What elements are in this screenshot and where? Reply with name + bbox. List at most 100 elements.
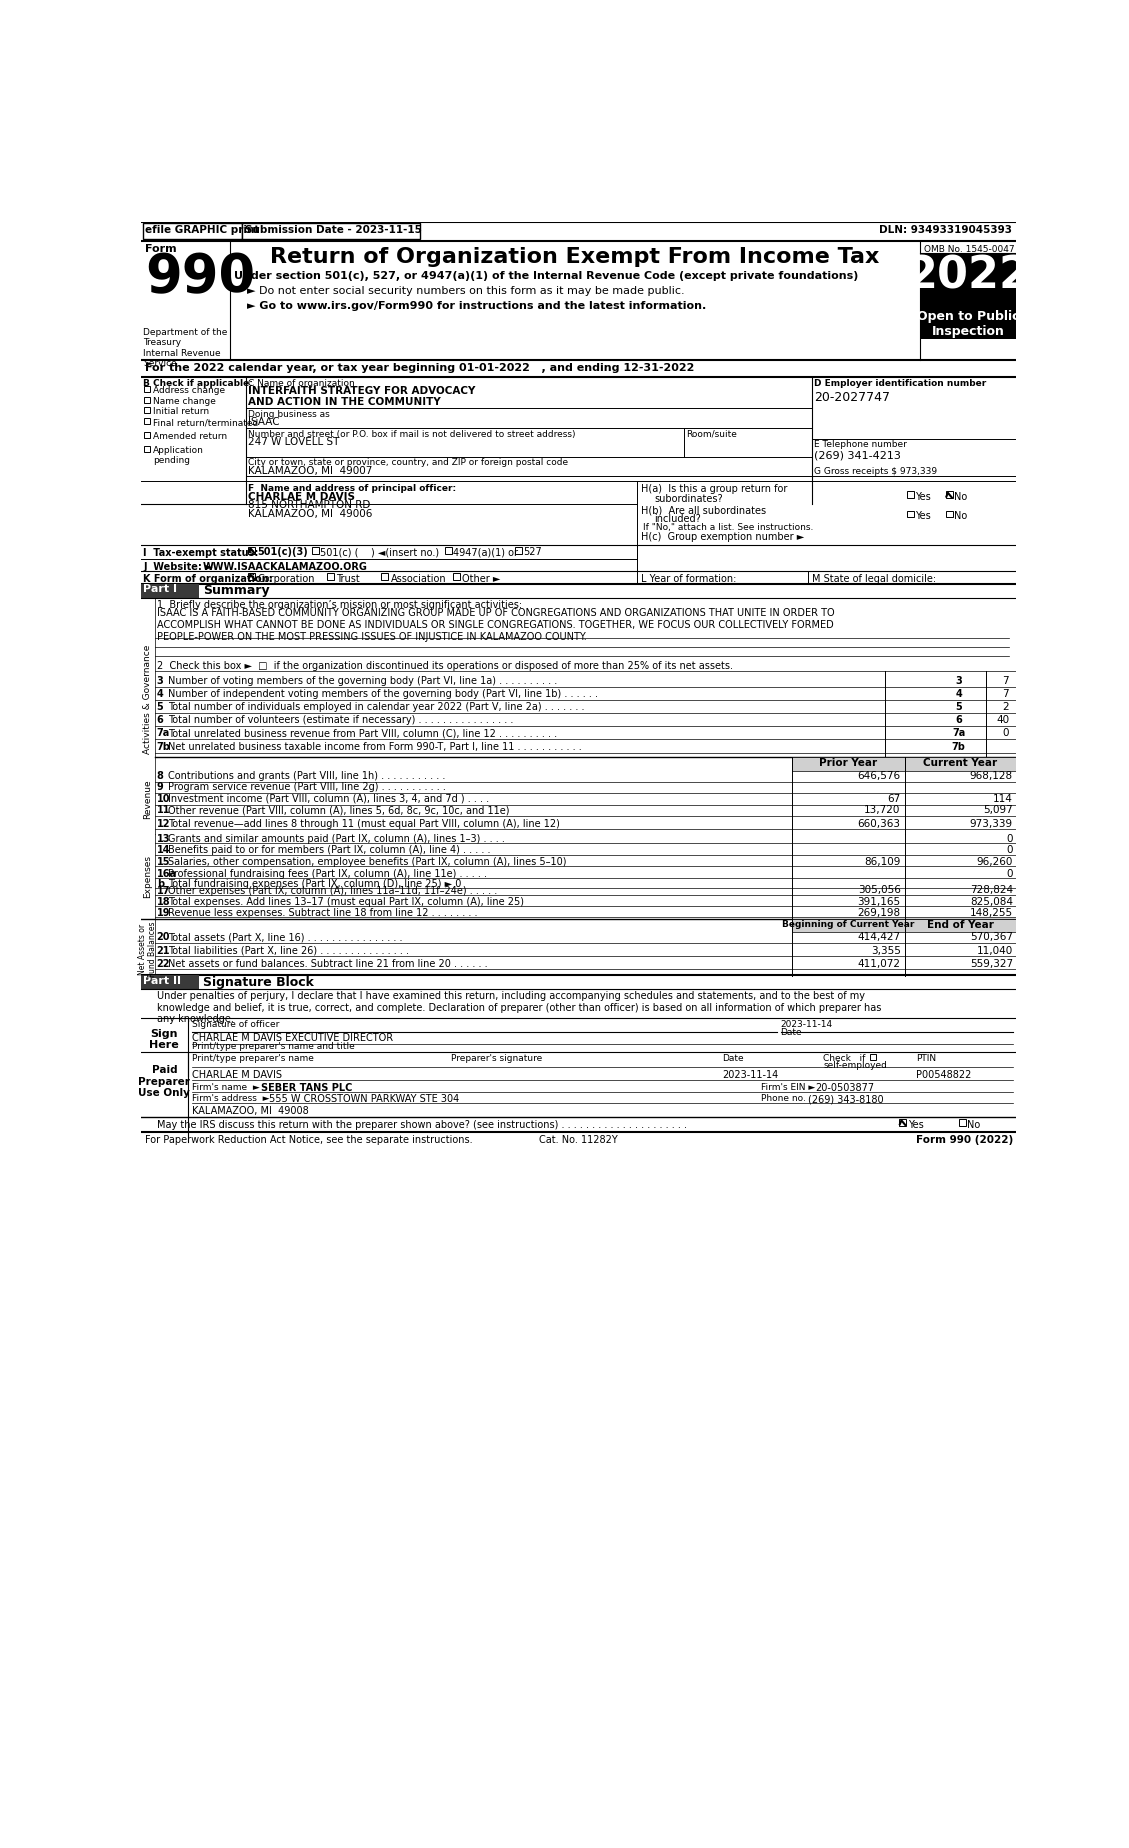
Text: 968,128: 968,128: [970, 771, 1013, 780]
Text: 13,720: 13,720: [865, 806, 901, 815]
Text: 501(c)(3): 501(c)(3): [257, 547, 308, 558]
Text: 4: 4: [955, 689, 962, 699]
Text: 269,198: 269,198: [858, 907, 901, 918]
Bar: [869, 1053, 876, 1061]
Text: 990: 990: [145, 251, 255, 303]
Text: 660,363: 660,363: [858, 819, 901, 828]
Text: 2: 2: [1003, 702, 1009, 711]
Text: Paid
Preparer
Use Only: Paid Preparer Use Only: [139, 1064, 191, 1098]
Bar: [899, 1118, 907, 1125]
Text: CHARLAE M DAVIS: CHARLAE M DAVIS: [248, 492, 356, 503]
Text: Application
pending: Application pending: [152, 445, 203, 466]
Text: Other expenses (Part IX, column (A), lines 11a–11d, 11f–24e) . . . . .: Other expenses (Part IX, column (A), lin…: [168, 885, 498, 896]
Text: Salaries, other compensation, employee benefits (Part IX, column (A), lines 5–10: Salaries, other compensation, employee b…: [168, 857, 567, 867]
Text: H(a)  Is this a group return for: H(a) Is this a group return for: [641, 484, 787, 493]
Text: Total assets (Part X, line 16) . . . . . . . . . . . . . . . .: Total assets (Part X, line 16) . . . . .…: [168, 933, 403, 942]
Text: Room/suite: Room/suite: [686, 431, 737, 438]
Text: 501(c) (    ) ◄(insert no.): 501(c) ( ) ◄(insert no.): [321, 547, 439, 558]
Text: Date: Date: [723, 1053, 744, 1063]
Text: 7a: 7a: [157, 728, 169, 739]
Text: 0: 0: [1006, 846, 1013, 856]
Text: 0: 0: [1003, 728, 1009, 739]
Bar: [145, 418, 150, 425]
Text: B Check if applicable:: B Check if applicable:: [143, 379, 253, 388]
Text: No: No: [954, 512, 968, 521]
Bar: [959, 1118, 965, 1125]
Text: 2022: 2022: [907, 255, 1030, 298]
Bar: [793, 918, 904, 933]
Text: Yes: Yes: [908, 1120, 924, 1129]
Text: (269) 341-4213: (269) 341-4213: [814, 451, 901, 460]
Text: H(b)  Are all subordinates: H(b) Are all subordinates: [641, 505, 767, 516]
Text: 247 W LOVELL ST: 247 W LOVELL ST: [248, 438, 340, 447]
Text: End of Year: End of Year: [927, 920, 994, 930]
Text: Date: Date: [780, 1027, 802, 1037]
Text: Part I: Part I: [143, 584, 177, 595]
Text: Investment income (Part VIII, column (A), lines 3, 4, and 7d ) . . . .: Investment income (Part VIII, column (A)…: [168, 795, 489, 804]
Text: F  Name and address of principal officer:: F Name and address of principal officer:: [248, 484, 456, 493]
Bar: [920, 253, 1016, 307]
Text: H(c)  Group exemption number ►: H(c) Group exemption number ►: [641, 532, 804, 541]
Text: Preparer's signature: Preparer's signature: [452, 1053, 542, 1063]
Text: Under section 501(c), 527, or 4947(a)(1) of the Internal Revenue Code (except pr: Under section 501(c), 527, or 4947(a)(1)…: [234, 272, 858, 281]
Text: 5: 5: [955, 702, 962, 711]
Text: Print/type preparer's name and title: Print/type preparer's name and title: [192, 1042, 355, 1052]
Text: 6: 6: [955, 715, 962, 724]
Text: Program service revenue (Part VIII, line 2g) . . . . . . . . . . .: Program service revenue (Part VIII, line…: [168, 782, 446, 793]
Text: 86,109: 86,109: [865, 857, 901, 867]
Text: Grants and similar amounts paid (Part IX, column (A), lines 1–3) . . . .: Grants and similar amounts paid (Part IX…: [168, 833, 505, 845]
Text: K Form of organization:: K Form of organization:: [143, 573, 273, 584]
Text: 646,576: 646,576: [858, 771, 901, 780]
Text: SEBER TANS PLC: SEBER TANS PLC: [261, 1083, 352, 1092]
Text: KALAMAZOO, MI  49006: KALAMAZOO, MI 49006: [248, 508, 373, 519]
Text: Trust: Trust: [336, 573, 360, 584]
Text: CHARLAE M DAVIS EXECUTIVE DIRECTOR: CHARLAE M DAVIS EXECUTIVE DIRECTOR: [192, 1033, 393, 1044]
Text: 67: 67: [887, 795, 901, 804]
Bar: [142, 224, 242, 240]
Text: Expenses: Expenses: [143, 856, 151, 898]
Bar: [904, 918, 1016, 933]
Text: Number and street (or P.O. box if mail is not delivered to street address): Number and street (or P.O. box if mail i…: [248, 431, 576, 438]
Text: Total fundraising expenses (Part IX, column (D), line 25) ► 0: Total fundraising expenses (Part IX, col…: [168, 878, 462, 889]
Text: 1  Briefly describe the organization’s mission or most significant activities:: 1 Briefly describe the organization’s mi…: [157, 601, 522, 610]
Text: 7b: 7b: [157, 743, 170, 752]
Text: 20-0503877: 20-0503877: [815, 1083, 875, 1092]
Text: 7a: 7a: [952, 728, 965, 739]
Text: Current Year: Current Year: [924, 758, 997, 769]
Text: 12: 12: [157, 819, 170, 828]
Text: 11: 11: [157, 806, 170, 815]
Text: Firm's address  ►: Firm's address ►: [192, 1094, 269, 1103]
Text: ► Do not enter social security numbers on this form as it may be made public.: ► Do not enter social security numbers o…: [246, 286, 684, 296]
Text: For Paperwork Reduction Act Notice, see the separate instructions.: For Paperwork Reduction Act Notice, see …: [145, 1135, 473, 1146]
Text: OMB No. 1545-0047: OMB No. 1545-0047: [924, 244, 1015, 253]
Text: City or town, state or province, country, and ZIP or foreign postal code: City or town, state or province, country…: [248, 458, 568, 468]
Text: Under penalties of perjury, I declare that I have examined this return, includin: Under penalties of perjury, I declare th…: [157, 991, 881, 1024]
Bar: [242, 224, 420, 240]
Text: 22: 22: [157, 959, 170, 968]
Text: 3: 3: [955, 676, 962, 686]
Text: 2023-11-14: 2023-11-14: [723, 1070, 779, 1079]
Text: 15: 15: [157, 857, 170, 867]
Text: efile GRAPHIC print: efile GRAPHIC print: [145, 225, 260, 235]
Bar: [145, 397, 150, 403]
Text: Yes: Yes: [916, 492, 931, 503]
Text: Signature Block: Signature Block: [203, 976, 314, 989]
Text: Net unrelated business taxable income from Form 990-T, Part I, line 11 . . . . .: Net unrelated business taxable income fr…: [168, 743, 583, 752]
Text: 96,260: 96,260: [977, 857, 1013, 867]
Text: G Gross receipts $ 973,339: G Gross receipts $ 973,339: [814, 466, 937, 475]
Text: 19: 19: [157, 907, 170, 918]
Text: Address change: Address change: [152, 386, 225, 395]
Text: If "No," attach a list. See instructions.: If "No," attach a list. See instructions…: [644, 523, 814, 532]
Text: C Name of organization: C Name of organization: [248, 379, 355, 388]
Text: subordinates?: subordinates?: [654, 493, 723, 503]
Bar: [904, 758, 1016, 771]
Text: Number of independent voting members of the governing body (Part VI, line 1b) . : Number of independent voting members of …: [168, 689, 598, 699]
Text: Revenue less expenses. Subtract line 18 from line 12 . . . . . . . .: Revenue less expenses. Subtract line 18 …: [168, 907, 478, 918]
Text: CHARLAE M DAVIS: CHARLAE M DAVIS: [192, 1070, 281, 1079]
Text: 20: 20: [157, 933, 170, 942]
Text: Department of the
Treasury
Internal Revenue
Service: Department of the Treasury Internal Reve…: [143, 329, 228, 368]
Bar: [141, 976, 199, 989]
Text: 825,084: 825,084: [970, 896, 1013, 907]
Bar: [515, 547, 522, 554]
Bar: [382, 573, 388, 580]
